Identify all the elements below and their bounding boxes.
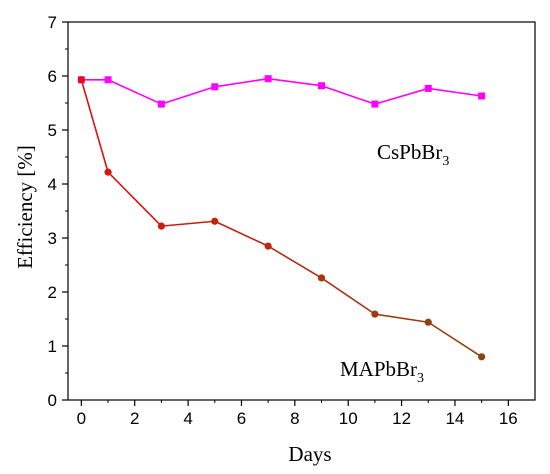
- cspbbr3-label-sub: 3: [442, 154, 449, 169]
- series-line-segment: [321, 277, 376, 315]
- mapbbr3-label-sub: 3: [417, 371, 424, 386]
- series-line-segment: [428, 87, 482, 97]
- series-line-segment: [321, 84, 376, 105]
- x-tick-label: 0: [77, 409, 86, 428]
- cspbbr3-label-base: CsPbBr: [377, 140, 442, 164]
- series-line-segment: [427, 321, 483, 358]
- data-point: [371, 100, 379, 108]
- data-point: [104, 76, 112, 84]
- x-tick-label: 16: [499, 409, 518, 428]
- series-line-segment: [267, 245, 322, 279]
- x-tick-label: 10: [339, 409, 358, 428]
- x-tick-label: 4: [183, 409, 192, 428]
- data-point: [104, 168, 112, 176]
- data-point: [264, 242, 272, 250]
- series-line-segment: [161, 220, 215, 227]
- data-point: [371, 310, 379, 318]
- series-line-segment: [268, 77, 322, 87]
- series-line-segment: [161, 86, 216, 105]
- y-tick-label: 7: [48, 13, 57, 32]
- series-line-segment: [374, 87, 429, 105]
- mapbbr3-label-base: MAPbBr: [340, 357, 417, 381]
- data-point: [157, 100, 165, 108]
- cspbbr3-label: CsPbBr3: [377, 140, 449, 169]
- y-tick-label: 5: [48, 121, 57, 140]
- series-line-segment: [107, 79, 162, 105]
- x-tick-label: 12: [392, 409, 411, 428]
- data-point: [478, 353, 486, 361]
- series-layer: [77, 75, 486, 361]
- x-axis-ticks: 0 2 4 6 8 10 12 14 16: [77, 400, 518, 428]
- y-tick-label: 1: [48, 337, 57, 356]
- series-line-segment: [214, 77, 269, 88]
- data-point: [157, 222, 165, 230]
- data-point: [478, 92, 486, 100]
- data-point: [424, 318, 432, 326]
- data-point: [211, 217, 219, 225]
- x-tick-label: 8: [290, 409, 299, 428]
- x-tick-label: 2: [130, 409, 139, 428]
- y-tick-label: 6: [48, 67, 57, 86]
- plot-frame: [67, 21, 536, 401]
- series-line-segment: [374, 313, 429, 324]
- y-axis-ticks: 0 1 2 3 4 5 6 7: [48, 13, 68, 410]
- y-tick-label: 2: [48, 283, 57, 302]
- x-tick-label: 14: [445, 409, 464, 428]
- data-point: [211, 83, 219, 91]
- data-point: [318, 82, 326, 90]
- series-line-segment: [214, 220, 269, 247]
- y-tick-label: 3: [48, 229, 57, 248]
- data-point: [317, 274, 326, 282]
- y-axis-title: Efficiency [%]: [13, 145, 37, 269]
- series-cspbbr3: [77, 75, 486, 108]
- data-point: [264, 75, 272, 83]
- data-point: [77, 76, 85, 84]
- series-line-segment: [80, 79, 109, 173]
- series-mapbbr3: [77, 76, 486, 361]
- y-tick-label: 4: [48, 175, 57, 194]
- y-tick-label: 0: [48, 391, 57, 410]
- mapbbr3-label: MAPbBr3: [340, 357, 424, 386]
- series-line-segment: [107, 171, 162, 227]
- data-point: [424, 84, 432, 92]
- x-tick-label: 6: [237, 409, 246, 428]
- x-axis-title: Days: [288, 442, 331, 466]
